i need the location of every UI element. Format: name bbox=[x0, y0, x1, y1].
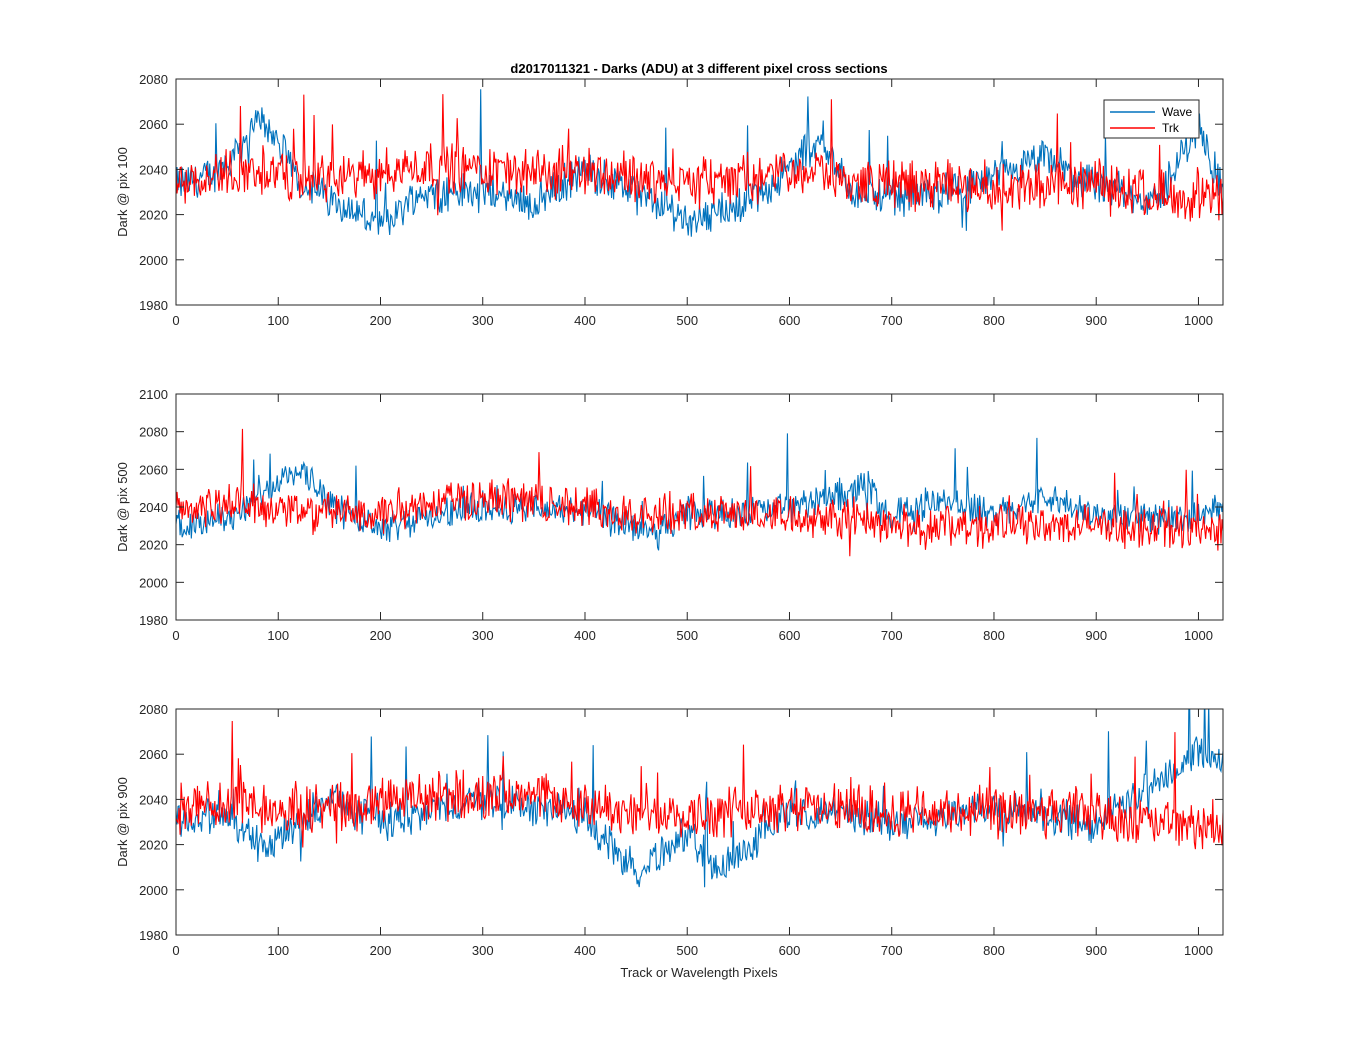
legend-label-trk: Trk bbox=[1162, 121, 1180, 135]
subplot-pix-100: 0 100 200 300 400 500 600 700 800 900 1000 1980 2000… bbox=[115, 72, 1224, 328]
legend: Wave Trk bbox=[1103, 99, 1200, 139]
y-tick-label: 2020 bbox=[139, 538, 168, 553]
x-tick-label: 800 bbox=[983, 943, 1005, 958]
y-tick-label: 2040 bbox=[139, 162, 168, 177]
x-tick-label: 100 bbox=[267, 313, 289, 328]
subplot-pix-500: 0 100 200 300 400 500 600 700 800 900 1000 1980 2000… bbox=[115, 387, 1224, 643]
series-line-trk bbox=[176, 428, 1223, 557]
x-tick-label: 500 bbox=[676, 628, 698, 643]
x-tick-label: 600 bbox=[779, 313, 801, 328]
axes-frame bbox=[175, 708, 1224, 936]
x-tick-label: 1000 bbox=[1184, 628, 1213, 643]
x-tick-label: 400 bbox=[574, 628, 596, 643]
y-tick-label: 1980 bbox=[139, 613, 168, 628]
x-tick-label: 300 bbox=[472, 943, 494, 958]
y-tick-label: 2060 bbox=[139, 462, 168, 477]
x-tick-label: 0 bbox=[172, 313, 179, 328]
y-tick-label: 2040 bbox=[139, 792, 168, 807]
legend-box bbox=[1103, 99, 1200, 139]
x-tick-label: 800 bbox=[983, 628, 1005, 643]
x-tick-label: 700 bbox=[881, 628, 903, 643]
x-tick-label: 900 bbox=[1085, 628, 1107, 643]
series-line-trk bbox=[176, 720, 1223, 850]
y-tick-label: 2100 bbox=[139, 387, 168, 402]
x-tick-label: 400 bbox=[574, 943, 596, 958]
x-tick-label: 900 bbox=[1085, 313, 1107, 328]
legend-label-wave: Wave bbox=[1162, 105, 1193, 119]
y-tick-label: 2020 bbox=[139, 208, 168, 223]
x-tick-label: 100 bbox=[267, 943, 289, 958]
y-axis-label: Dark @ pix 100 bbox=[115, 147, 130, 237]
x-tick-label: 1000 bbox=[1184, 313, 1213, 328]
x-tick-label: 0 bbox=[172, 943, 179, 958]
x-tick-label: 300 bbox=[472, 313, 494, 328]
y-tick-label: 1980 bbox=[139, 298, 168, 313]
x-tick-label: 700 bbox=[881, 313, 903, 328]
x-tick-label: 200 bbox=[370, 628, 392, 643]
x-tick-label: 200 bbox=[370, 313, 392, 328]
x-tick-label: 500 bbox=[676, 313, 698, 328]
x-tick-label: 0 bbox=[172, 628, 179, 643]
y-axis-label: Dark @ pix 500 bbox=[115, 462, 130, 552]
y-tick-label: 2000 bbox=[139, 575, 168, 590]
x-tick-label: 600 bbox=[779, 628, 801, 643]
x-axis-label: Track or Wavelength Pixels bbox=[620, 965, 778, 980]
x-tick-label: 200 bbox=[370, 943, 392, 958]
y-tick-label: 2080 bbox=[139, 72, 168, 87]
y-tick-label: 2080 bbox=[139, 702, 168, 717]
y-tick-label: 1980 bbox=[139, 928, 168, 943]
y-tick-label: 2000 bbox=[139, 883, 168, 898]
y-tick-label: 2080 bbox=[139, 425, 168, 440]
series-line-wave bbox=[176, 433, 1223, 551]
y-tick-label: 2020 bbox=[139, 838, 168, 853]
x-tick-label: 900 bbox=[1085, 943, 1107, 958]
y-tick-label: 2040 bbox=[139, 500, 168, 515]
x-tick-label: 300 bbox=[472, 628, 494, 643]
series-line-wave bbox=[176, 709, 1223, 888]
x-tick-label: 800 bbox=[983, 313, 1005, 328]
figure-title: d2017011321 - Darks (ADU) at 3 different… bbox=[510, 61, 887, 76]
x-tick-label: 100 bbox=[267, 628, 289, 643]
y-tick-label: 2000 bbox=[139, 253, 168, 268]
x-tick-label: 1000 bbox=[1184, 943, 1213, 958]
x-tick-label: 600 bbox=[779, 943, 801, 958]
x-tick-label: 500 bbox=[676, 943, 698, 958]
x-tick-label: 700 bbox=[881, 943, 903, 958]
y-axis-label: Dark @ pix 900 bbox=[115, 777, 130, 867]
x-tick-label: 400 bbox=[574, 313, 596, 328]
y-tick-label: 2060 bbox=[139, 747, 168, 762]
subplot-pix-900: 0 100 200 300 400 500 600 700 800 900 1000 1980 2000… bbox=[115, 702, 1224, 958]
y-tick-label: 2060 bbox=[139, 117, 168, 132]
axes-frame bbox=[175, 78, 1224, 306]
series-line-trk bbox=[176, 94, 1223, 231]
